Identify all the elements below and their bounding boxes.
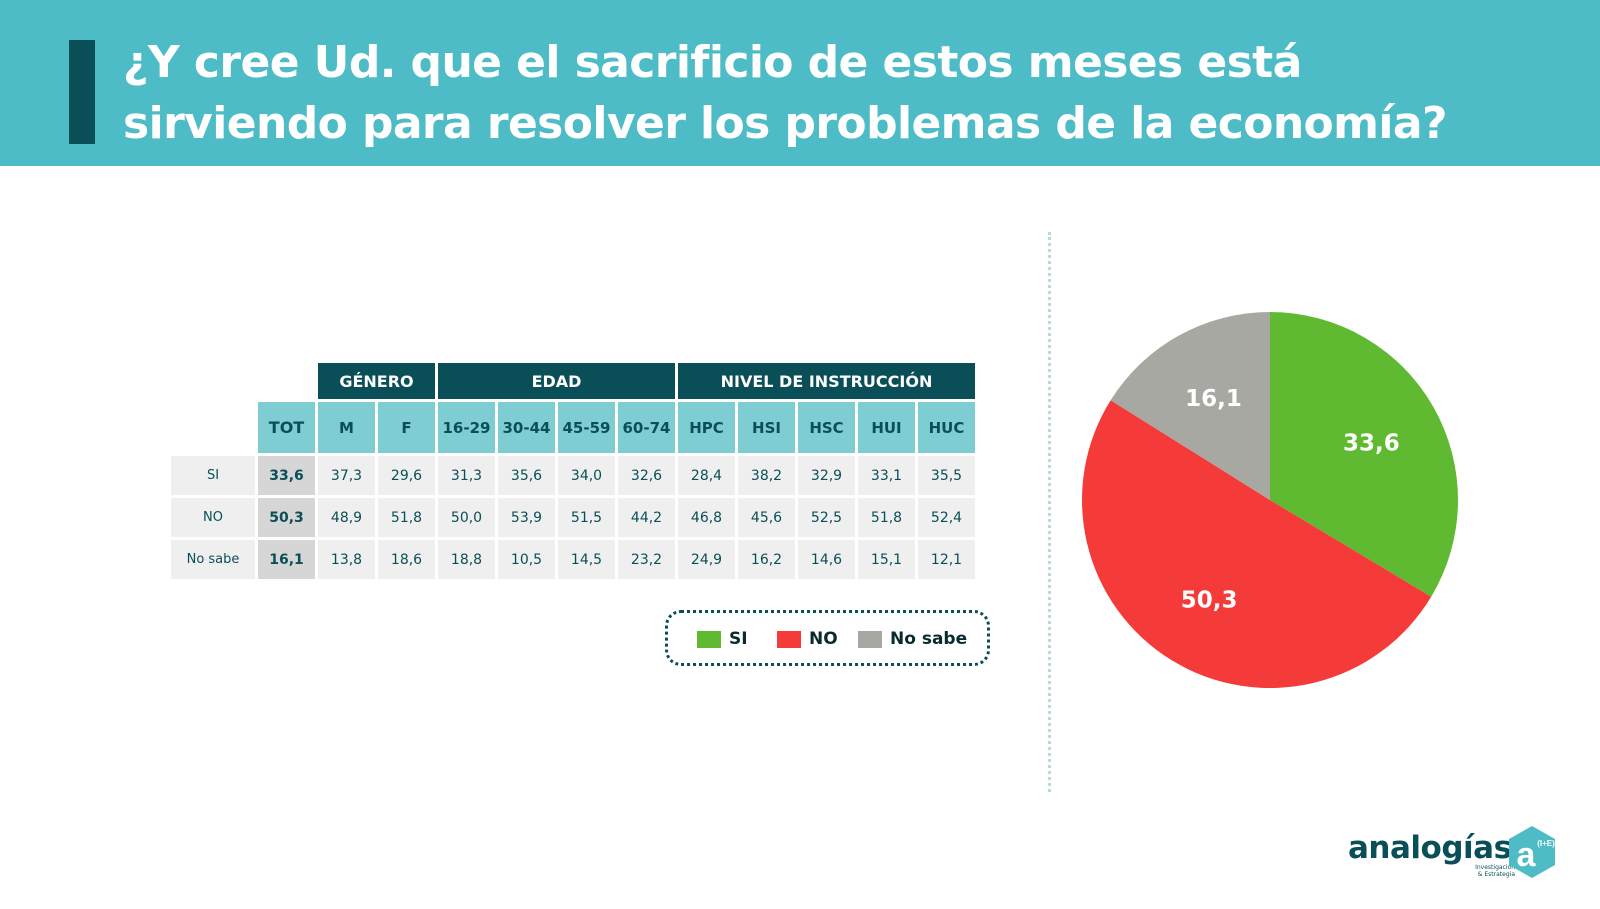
title-line-1: ¿Y cree Ud. que el sacrificio de estos m… [123, 37, 1302, 88]
table-cell: 28,4 [678, 456, 735, 495]
table-group-header: EDAD [438, 363, 675, 399]
table-row: No sabe 16,1 13,8 18,6 18,8 10,5 14,5 23,2 24,9 1… [171, 540, 975, 579]
table-cell: 10,5 [498, 540, 555, 579]
table-cell: 34,0 [558, 456, 615, 495]
table-column-header: 60-74 [618, 402, 675, 453]
header-banner: ¿Y cree Ud. que el sacrificio de estos m… [0, 0, 1600, 166]
pie-data-label: 50,3 [1181, 587, 1238, 613]
table-cell: 35,6 [498, 456, 555, 495]
legend: SI NO No sabe [665, 610, 990, 666]
table-cell: 31,3 [438, 456, 495, 495]
logo-tagline: Investigación & Estrategia [1453, 864, 1515, 878]
table-row-label: NO [171, 498, 255, 537]
table-cell: 33,6 [258, 456, 315, 495]
table-cell: 38,2 [738, 456, 795, 495]
table-cell: 18,8 [438, 540, 495, 579]
table-cell: 51,8 [858, 498, 915, 537]
table-row-label-blank [171, 402, 255, 453]
table-cell: 37,3 [318, 456, 375, 495]
pie-data-label: 33,6 [1343, 431, 1400, 457]
table-column-header: 16-29 [438, 402, 495, 453]
table-corner-blank [171, 363, 315, 399]
table-cell: 23,2 [618, 540, 675, 579]
table-cell: 52,4 [918, 498, 975, 537]
table-column-header: 30-44 [498, 402, 555, 453]
pie-slice-no-sabe [1110, 312, 1270, 500]
table-cell: 14,5 [558, 540, 615, 579]
table-group-header: GÉNERO [318, 363, 435, 399]
page-title: ¿Y cree Ud. que el sacrificio de estos m… [123, 32, 1563, 154]
logo-wordmark: analogías [1348, 830, 1512, 866]
table-cell: 45,6 [738, 498, 795, 537]
logo-tagline-line-1: Investigación [1475, 864, 1515, 871]
legend-label-no: NO [809, 629, 838, 649]
table-cell: 52,5 [798, 498, 855, 537]
table-cell: 46,8 [678, 498, 735, 537]
table-column-header: HPC [678, 402, 735, 453]
crosstab-table: GÉNERO EDAD NIVEL DE INSTRUCCIÓN TOT M F 16-29… [168, 360, 978, 582]
title-accent-bar [69, 40, 95, 144]
table-cell: 35,5 [918, 456, 975, 495]
pie-slice-no [1081, 400, 1432, 689]
table-row-label: No sabe [171, 540, 255, 579]
table-cell: 18,6 [378, 540, 435, 579]
table-row: SI 33,6 37,3 29,6 31,3 35,6 34,0 32,6 28,4 38,2 32… [171, 456, 975, 495]
legend-label-si: SI [729, 629, 748, 649]
table-cell: 48,9 [318, 498, 375, 537]
table-row: NO 50,3 48,9 51,8 50,0 53,9 51,5 44,2 46,8 45,6 52… [171, 498, 975, 537]
logo-mark-sup: (I+E) [1537, 839, 1555, 848]
table-group-header-row: GÉNERO EDAD NIVEL DE INSTRUCCIÓN [171, 363, 975, 399]
table-row-label: SI [171, 456, 255, 495]
logo: analogías Investigación & Estrategia a (… [1348, 822, 1588, 882]
table-column-header: HUC [918, 402, 975, 453]
table-cell: 15,1 [858, 540, 915, 579]
table-cell: 33,1 [858, 456, 915, 495]
table-cell: 51,5 [558, 498, 615, 537]
table-column-header: HUI [858, 402, 915, 453]
table-cell: 50,0 [438, 498, 495, 537]
table-column-header: M [318, 402, 375, 453]
table-cell: 51,8 [378, 498, 435, 537]
table-cell: 29,6 [378, 456, 435, 495]
table-cell: 12,1 [918, 540, 975, 579]
table-cell: 32,9 [798, 456, 855, 495]
table-group-header: NIVEL DE INSTRUCCIÓN [678, 363, 975, 399]
legend-item-no-sabe: No sabe [858, 629, 967, 649]
table-cell: 32,6 [618, 456, 675, 495]
table-cell: 24,9 [678, 540, 735, 579]
table-cell: 16,1 [258, 540, 315, 579]
table-cell: 50,3 [258, 498, 315, 537]
table-column-header: TOT [258, 402, 315, 453]
table-cell: 14,6 [798, 540, 855, 579]
pie-chart: 33,6 50,3 16,1 [1081, 312, 1458, 689]
legend-item-no: NO [777, 629, 838, 649]
legend-swatch-si [697, 630, 721, 648]
logo-tagline-line-2: & Estrategia [1477, 871, 1515, 878]
table-column-header: HSC [798, 402, 855, 453]
vertical-divider [1048, 232, 1051, 792]
legend-swatch-no [777, 630, 801, 648]
legend-item-si: SI [697, 629, 748, 649]
legend-label-no-sabe: No sabe [890, 629, 968, 649]
pie-slice-si [1270, 312, 1458, 597]
table-cell: 53,9 [498, 498, 555, 537]
table-column-header: HSI [738, 402, 795, 453]
table-column-header-row: TOT M F 16-29 30-44 45-59 60-74 HPC HSI HSC HUI HUC [171, 402, 975, 453]
title-line-2: sirviendo para resolver los problemas de… [123, 98, 1448, 149]
legend-swatch-no-sabe [858, 630, 882, 648]
table-cell: 16,2 [738, 540, 795, 579]
table-cell: 13,8 [318, 540, 375, 579]
pie-data-label: 16,1 [1185, 386, 1242, 412]
table-column-header: F [378, 402, 435, 453]
table-column-header: 45-59 [558, 402, 615, 453]
table-cell: 44,2 [618, 498, 675, 537]
logo-mark-letter: a [1517, 836, 1537, 874]
logo-hexagon-icon: a (I+E) [1509, 826, 1555, 878]
